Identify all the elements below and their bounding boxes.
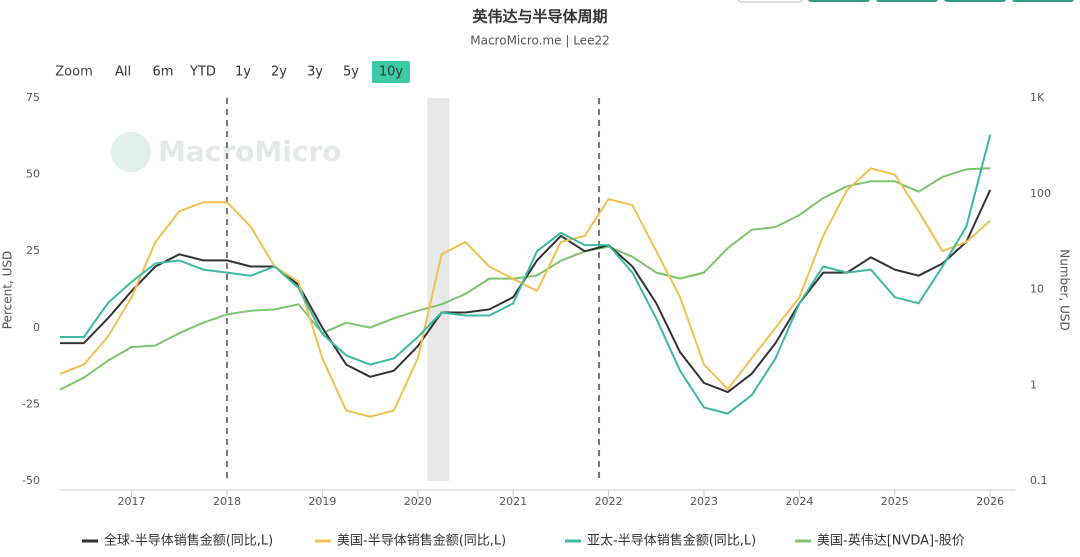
y2-tick-label: 10	[1030, 283, 1044, 296]
top-button[interactable]	[876, 0, 938, 2]
shaded-region	[427, 98, 450, 481]
chart-title: 英伟达与半导体周期	[472, 8, 607, 26]
x-tick-label: 2024	[785, 495, 813, 508]
x-tick-label: 2026	[976, 495, 1004, 508]
series-line	[60, 189, 992, 394]
watermark: MacroMicro	[158, 135, 342, 168]
range-button-label[interactable]: 6m	[153, 65, 174, 80]
x-tick-label: 2020	[404, 495, 432, 508]
x-tick-label: 2017	[118, 495, 146, 508]
y2-tick-label: 1	[1030, 378, 1037, 391]
y-tick-label: 0	[33, 321, 40, 334]
range-button-label[interactable]: 3y	[307, 65, 323, 80]
range-button-label[interactable]: 10y	[379, 65, 404, 80]
range-button-label[interactable]: 1y	[235, 65, 251, 80]
y2-tick-label: 0.1	[1030, 474, 1048, 487]
legend-label[interactable]: 美国-半导体销售金额(同比,L)	[337, 533, 506, 549]
range-button-label[interactable]: 5y	[343, 65, 359, 80]
x-tick-label: 2019	[308, 495, 336, 508]
series-line	[59, 167, 991, 418]
y2-tick-label: 1K	[1030, 91, 1045, 104]
y-tick-label: -25	[22, 397, 40, 410]
watermark-logo	[111, 132, 151, 172]
x-tick-label: 2025	[881, 495, 909, 508]
y-tick-label: -50	[22, 474, 40, 487]
legend-label[interactable]: 全球-半导体销售金额(同比,L)	[104, 533, 273, 549]
y2-tick-label: 100	[1030, 187, 1051, 200]
y2-axis-title: Number, USD	[1058, 249, 1072, 330]
y-tick-label: 25	[26, 244, 40, 257]
x-tick-label: 2021	[499, 495, 527, 508]
y-axis-title: Percent, USD	[1, 251, 15, 329]
legend-label[interactable]: 亚太-半导体销售金额(同比,L)	[587, 533, 756, 549]
legend-label[interactable]: 美国-英伟达[NVDA]-股价	[817, 534, 965, 549]
series-line	[60, 134, 992, 415]
top-button[interactable]	[808, 0, 870, 2]
range-button-label[interactable]: All	[115, 65, 131, 80]
range-button-label[interactable]: YTD	[189, 65, 216, 80]
top-button[interactable]	[944, 0, 1006, 2]
chart-subtitle: MacroMicro.me | Lee22	[470, 34, 609, 48]
range-button-label[interactable]: 2y	[271, 65, 287, 80]
x-tick-label: 2018	[213, 495, 241, 508]
x-tick-label: 2022	[595, 495, 623, 508]
x-tick-label: 2023	[690, 495, 718, 508]
y-tick-label: 50	[26, 168, 40, 181]
range-button[interactable]	[372, 61, 410, 83]
zoom-label: Zoom	[55, 65, 92, 80]
top-button[interactable]	[1012, 0, 1074, 2]
top-button[interactable]	[737, 0, 803, 3]
y-tick-label: 75	[26, 91, 40, 104]
